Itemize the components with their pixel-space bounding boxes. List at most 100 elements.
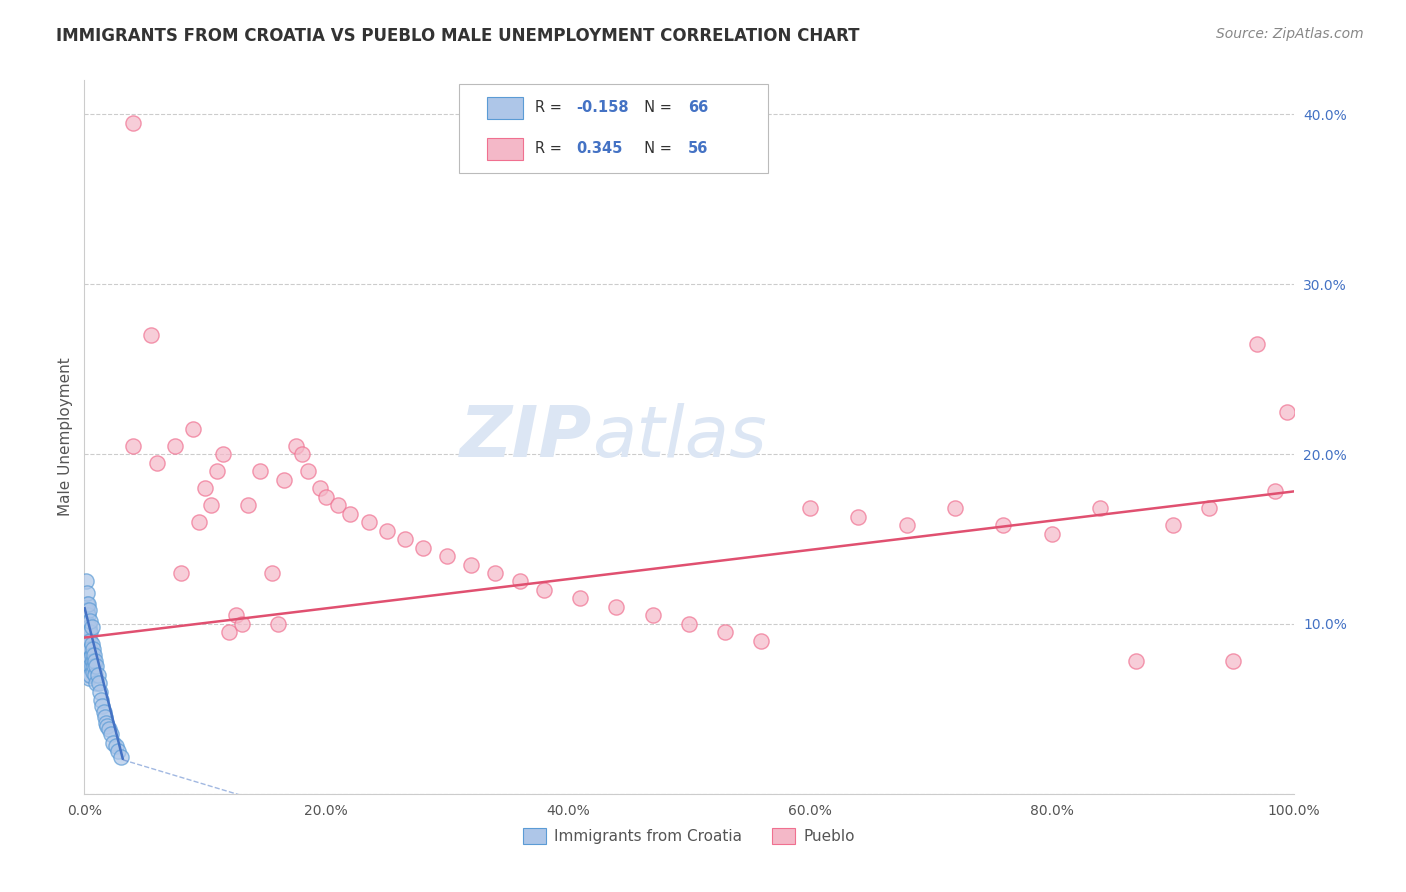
Point — [77, 617, 100, 632]
Point — [75, 634, 97, 648]
Point — [79, 659, 101, 673]
Point — [1040, 527, 1063, 541]
Point — [641, 608, 664, 623]
Text: ZIP: ZIP — [460, 402, 592, 472]
Text: -0.158: -0.158 — [576, 101, 628, 115]
Point — [77, 603, 100, 617]
Point — [328, 498, 350, 512]
Point — [1125, 654, 1147, 668]
Point — [212, 447, 235, 461]
Point — [93, 706, 115, 720]
Point — [1264, 484, 1286, 499]
Text: 66: 66 — [688, 101, 709, 115]
Point — [75, 603, 97, 617]
Point — [82, 642, 104, 657]
Point — [77, 668, 100, 682]
Point — [107, 744, 129, 758]
Point — [77, 651, 100, 665]
Text: R =: R = — [536, 101, 567, 115]
Point — [83, 648, 105, 662]
Point — [84, 668, 107, 682]
Point — [139, 328, 162, 343]
Point — [77, 651, 100, 665]
Point — [121, 439, 143, 453]
Point — [86, 676, 108, 690]
Point — [77, 620, 100, 634]
Point — [77, 642, 100, 657]
Point — [993, 518, 1015, 533]
Point — [207, 464, 229, 478]
Point — [436, 549, 458, 563]
Point — [799, 501, 821, 516]
Point — [103, 736, 125, 750]
Point — [80, 637, 103, 651]
Point — [1198, 501, 1220, 516]
Point — [846, 510, 869, 524]
Text: R =: R = — [536, 142, 567, 156]
Text: IMMIGRANTS FROM CROATIA VS PUEBLO MALE UNEMPLOYMENT CORRELATION CHART: IMMIGRANTS FROM CROATIA VS PUEBLO MALE U… — [56, 27, 859, 45]
Point — [76, 637, 98, 651]
Text: N =: N = — [634, 101, 676, 115]
Point — [90, 693, 112, 707]
Point — [170, 566, 193, 580]
Point — [188, 515, 211, 529]
Point — [267, 617, 290, 632]
Point — [194, 481, 217, 495]
Point — [678, 617, 700, 632]
Point — [165, 439, 187, 453]
Point — [509, 574, 531, 589]
Point — [260, 566, 283, 580]
Point — [86, 659, 108, 673]
Point — [249, 464, 271, 478]
Point — [79, 614, 101, 628]
Point — [76, 586, 98, 600]
Point — [1222, 654, 1244, 668]
Point — [714, 625, 737, 640]
Point — [605, 599, 627, 614]
Point — [82, 665, 104, 679]
Point — [77, 634, 100, 648]
Point — [1088, 501, 1111, 516]
Point — [100, 727, 122, 741]
Y-axis label: Male Unemployment: Male Unemployment — [58, 358, 73, 516]
Point — [339, 507, 361, 521]
Point — [896, 518, 918, 533]
Point — [80, 648, 103, 662]
Point — [315, 490, 337, 504]
Point — [357, 515, 380, 529]
Point — [79, 625, 101, 640]
Point — [231, 617, 253, 632]
Point — [80, 659, 103, 673]
Point — [569, 591, 592, 606]
Point — [297, 464, 319, 478]
Legend: Immigrants from Croatia, Pueblo: Immigrants from Croatia, Pueblo — [517, 822, 860, 850]
Point — [76, 648, 98, 662]
Point — [218, 625, 240, 640]
Point — [1277, 404, 1299, 418]
Point — [77, 625, 100, 640]
Point — [94, 715, 117, 730]
Point — [77, 597, 100, 611]
Point — [76, 659, 98, 673]
Point — [394, 532, 416, 546]
Point — [91, 698, 114, 713]
Point — [83, 659, 105, 673]
Point — [75, 625, 97, 640]
Point — [77, 642, 100, 657]
Point — [375, 524, 398, 538]
Point — [76, 597, 98, 611]
Point — [751, 634, 773, 648]
Point — [89, 685, 111, 699]
Point — [76, 603, 98, 617]
Point — [309, 481, 332, 495]
Point — [87, 676, 110, 690]
Point — [79, 668, 101, 682]
Point — [484, 566, 506, 580]
FancyBboxPatch shape — [486, 96, 523, 120]
Point — [943, 501, 966, 516]
Point — [75, 642, 97, 657]
Point — [121, 116, 143, 130]
Point — [77, 671, 100, 685]
Point — [104, 739, 127, 754]
FancyBboxPatch shape — [486, 137, 523, 161]
